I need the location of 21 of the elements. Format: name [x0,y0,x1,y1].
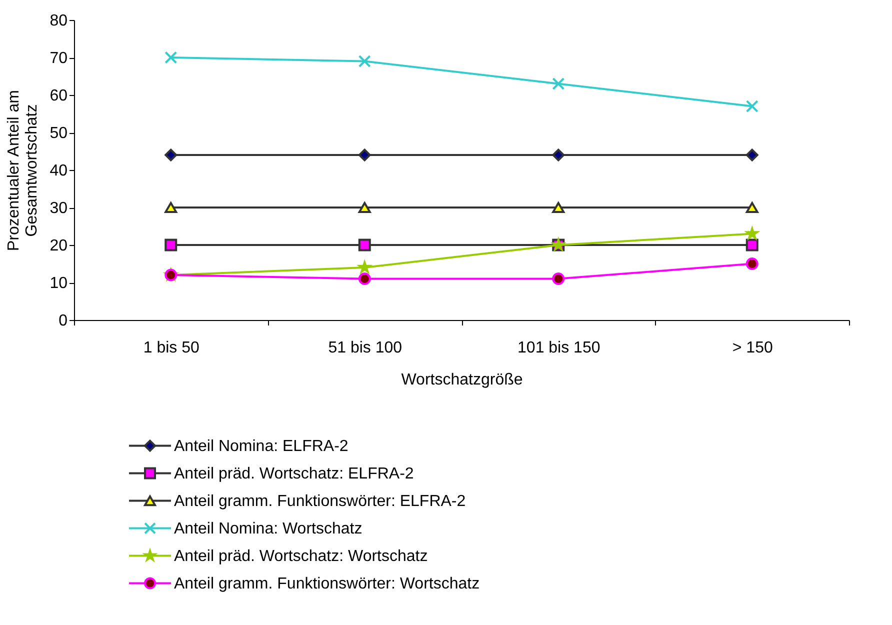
y-axis-title: Prozentualer Anteil am Gesamtwortschatz [6,90,41,251]
y-tick-label: 20 [50,238,68,254]
x-axis-title: Wortschatzgröße [401,372,523,388]
x-tick-label: > 150 [732,340,773,356]
y-tick-label: 70 [50,50,68,67]
y-tick-label: 60 [50,88,68,104]
legend-label: Anteil gramm. Funktionswörter: ELFRA-2 [174,492,466,510]
y-tick-label: 40 [50,162,68,180]
y-tick-label: 80 [50,12,68,30]
legend-label: Anteil gramm. Funktionswörter: Wortschatz [174,575,480,592]
legend-label: Anteil Nomina: Wortschatz [174,520,362,538]
x-tick-label: 51 bis 100 [328,340,402,356]
y-tick-label: 0 [58,312,68,330]
legend-label: Anteil präd. Wortschatz: Wortschatz [174,548,428,565]
y-tick-label: 50 [50,125,68,142]
legend-label: Anteil Nomina: ELFRA-2 [174,438,348,455]
x-tick-label: 1 bis 50 [143,340,200,356]
y-tick-label: 30 [50,200,68,217]
legend-label: Anteil präd. Wortschatz: ELFRA-2 [174,465,414,482]
x-tick-label: 101 bis 150 [518,340,600,356]
y-tick-label: 10 [50,275,68,292]
